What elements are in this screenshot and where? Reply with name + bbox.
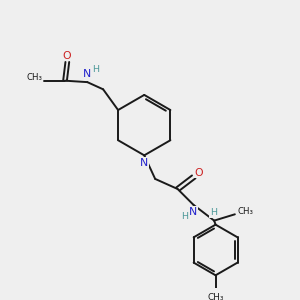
Text: H: H	[210, 208, 217, 217]
Text: O: O	[194, 168, 203, 178]
Text: CH₃: CH₃	[238, 207, 254, 216]
Text: O: O	[63, 51, 71, 61]
Text: CH₃: CH₃	[207, 293, 224, 300]
Text: CH₃: CH₃	[26, 73, 42, 82]
Text: N: N	[82, 69, 91, 80]
Text: N: N	[189, 207, 198, 217]
Text: H: H	[92, 65, 99, 74]
Text: N: N	[140, 158, 148, 167]
Text: H: H	[181, 212, 188, 221]
